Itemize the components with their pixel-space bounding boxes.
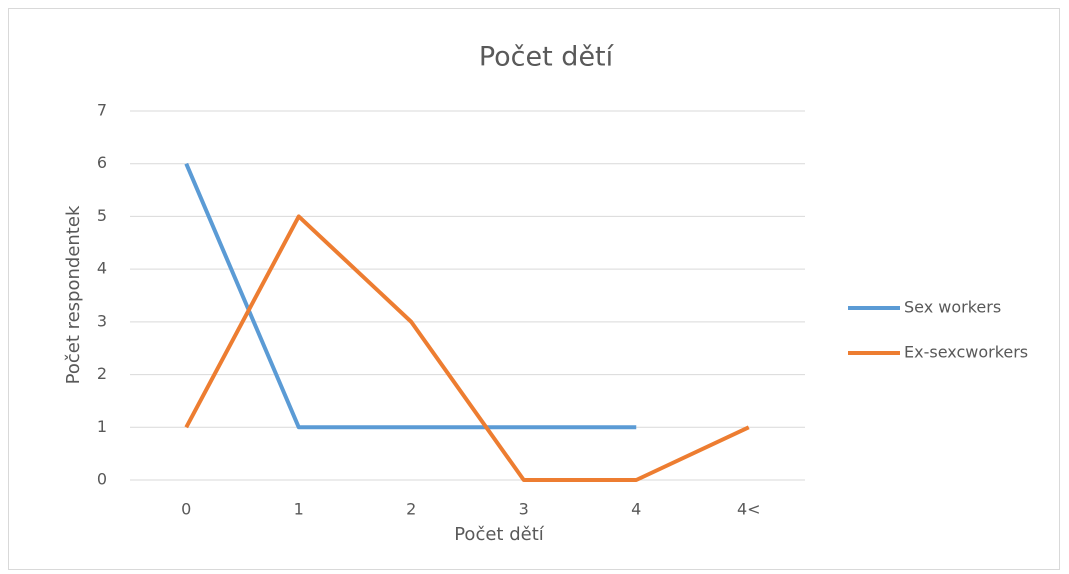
legend-label: Sex workers [904, 298, 1001, 317]
legend-label: Ex-sexcworkers [904, 343, 1028, 362]
y-tick-label: 4 [97, 259, 107, 278]
x-tick-label: 4< [737, 500, 761, 519]
y-tick-label: 3 [97, 311, 107, 330]
y-tick-label: 1 [97, 417, 107, 436]
series-line [184, 214, 750, 482]
y-tick-label: 7 [97, 101, 107, 120]
x-tick-label: 2 [406, 500, 416, 519]
y-tick-label: 0 [97, 470, 107, 489]
series-line [184, 162, 637, 430]
chart-border [8, 8, 1060, 570]
y-tick-label: 6 [97, 153, 107, 172]
y-axis-label: Počet respondentek [63, 205, 84, 384]
x-tick-label: 1 [294, 500, 304, 519]
x-tick-label: 4 [631, 500, 641, 519]
y-tick-label: 2 [97, 364, 107, 383]
x-tick-label: 0 [181, 500, 191, 519]
x-axis-label: Počet dětí [454, 524, 545, 545]
chart-title: Počet dětí [479, 42, 615, 73]
y-tick-label: 5 [97, 206, 107, 225]
x-tick-label: 3 [519, 500, 529, 519]
